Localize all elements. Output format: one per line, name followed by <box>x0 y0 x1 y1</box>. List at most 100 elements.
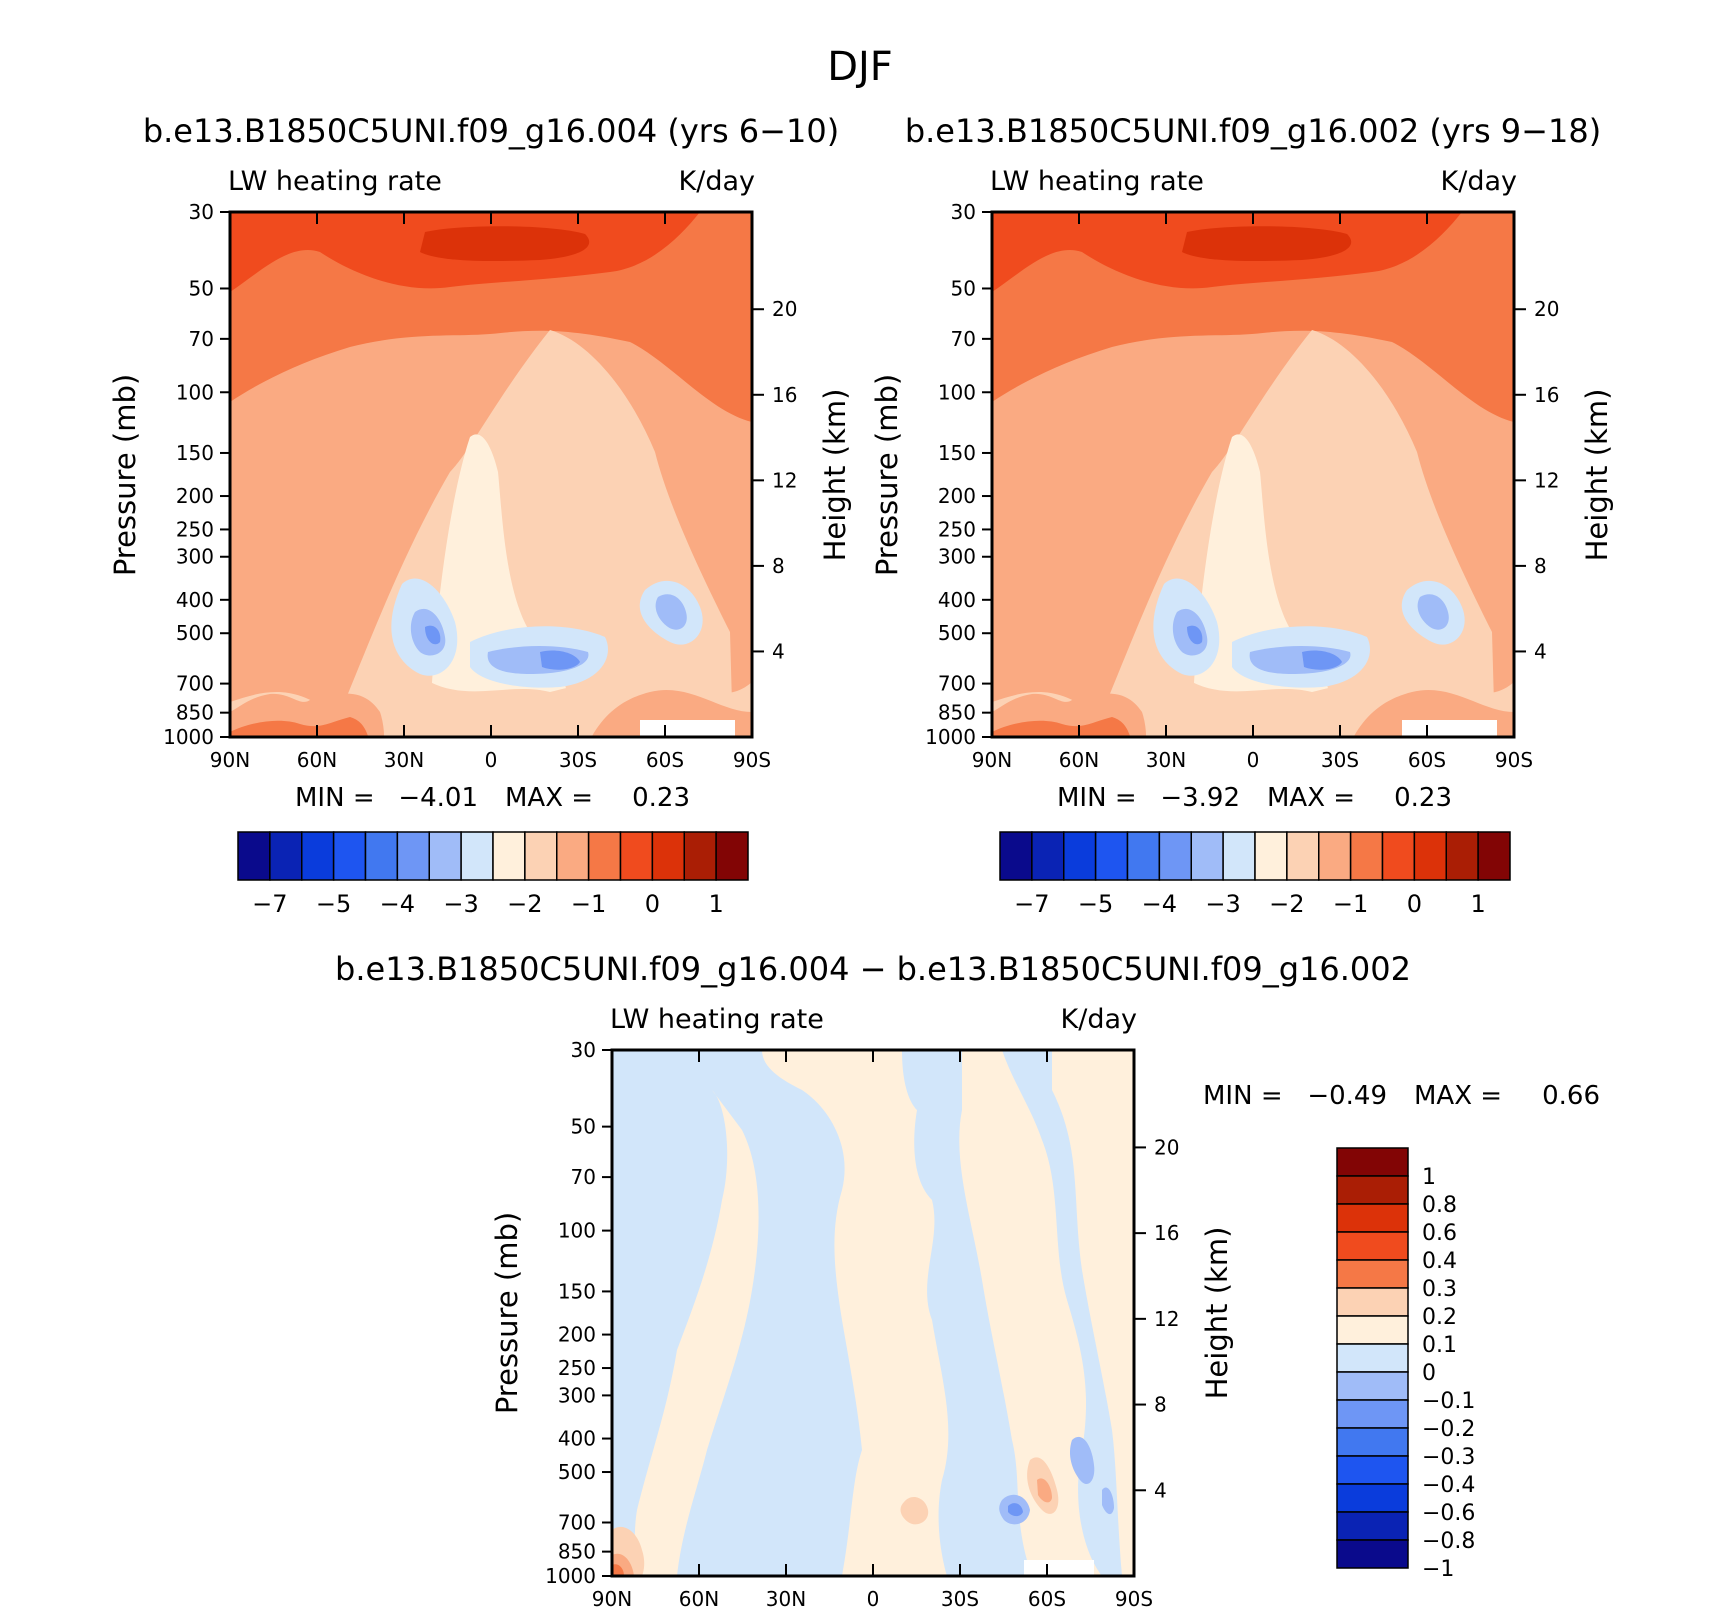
panel-1-y-axis-right: 20 16 12 8 4 <box>752 297 797 663</box>
colorbar-label: −1 <box>1422 1557 1454 1582</box>
colorbar-swatch <box>237 831 271 881</box>
panel-3: b.e13.B1850C5UNI.f09_g16.004 − b.e13.B18… <box>335 950 1600 1611</box>
y-tick-label: 50 <box>951 276 976 300</box>
colorbar-swatch <box>1336 1147 1409 1177</box>
colorbar-swatch <box>1336 1539 1409 1569</box>
panel-1-colorbar: −7 −5 −4 −3 −2 −1 0 1 <box>237 831 749 918</box>
panel-3-title: b.e13.B1850C5UNI.f09_g16.004 − b.e13.B18… <box>335 950 1411 988</box>
panel-1-max-label: MAX = <box>505 783 593 813</box>
y-tick-label: 50 <box>189 276 214 300</box>
colorbar-swatch <box>460 831 494 881</box>
panel-3-ylabel: Pressure (mb) <box>490 1212 524 1414</box>
x-tick-label: 60N <box>679 1587 719 1611</box>
colorbar-swatch <box>587 831 622 881</box>
x-tick-label: 60S <box>646 748 684 772</box>
colorbar-swatch <box>1336 1259 1409 1289</box>
colorbar-swatch <box>1286 831 1320 881</box>
y-right-tick-label: 8 <box>1534 554 1547 578</box>
colorbar-label: −0.2 <box>1422 1417 1475 1442</box>
colorbar-swatch <box>1336 1483 1409 1513</box>
panel-2-y-axis-right: 20 16 12 8 4 <box>1514 297 1559 663</box>
colorbar-label: −0.4 <box>1422 1473 1475 1498</box>
colorbar-label: 0.4 <box>1422 1249 1457 1274</box>
panel-2-title: b.e13.B1850C5UNI.f09_g16.002 (yrs 9−18) <box>905 112 1601 150</box>
colorbar-swatch <box>1336 1287 1409 1317</box>
colorbar-swatch <box>1336 1231 1409 1261</box>
x-tick-label: 60S <box>1408 748 1446 772</box>
x-tick-label: 90N <box>592 1587 632 1611</box>
y-tick-label: 250 <box>558 1356 596 1380</box>
colorbar-swatch <box>1336 1511 1409 1541</box>
colorbar-label: −3 <box>1205 890 1240 918</box>
x-tick-label: 90N <box>210 748 250 772</box>
colorbar-label: −0.6 <box>1422 1501 1475 1526</box>
panel-1-min-label: MIN = <box>295 783 375 813</box>
x-tick-label: 60S <box>1028 1587 1066 1611</box>
x-tick-label: 30S <box>1321 748 1359 772</box>
colorbar-swatch <box>683 831 717 881</box>
colorbar-swatch <box>1031 831 1065 881</box>
panel-1-max-value: 0.23 <box>632 783 690 813</box>
y-right-tick-label: 12 <box>1534 468 1559 492</box>
panel-2-x-axis: 90N 60N 30N 0 30S 60S 90S <box>972 212 1533 772</box>
y-tick-label: 70 <box>571 1165 596 1189</box>
y-right-tick-label: 20 <box>772 297 797 321</box>
panel-2-max-label: MAX = <box>1267 783 1355 813</box>
colorbar-label: 0.2 <box>1422 1305 1457 1330</box>
panel-2-colorbar: −7 −5 −4 −3 −2 −1 0 1 <box>999 831 1511 918</box>
colorbar-swatch <box>1336 1371 1409 1401</box>
panel-2-min-value: −3.92 <box>1160 783 1240 813</box>
y-right-tick-label: 4 <box>1534 639 1547 663</box>
y-right-tick-label: 20 <box>1534 297 1559 321</box>
colorbar-swatch <box>1445 831 1479 881</box>
panel-1-subtitle-right: K/day <box>679 166 755 197</box>
y-tick-label: 200 <box>938 484 976 508</box>
x-tick-label: 30N <box>384 748 424 772</box>
colorbar-swatch <box>364 831 399 881</box>
x-tick-label: 0 <box>867 1587 880 1611</box>
x-tick-label: 30N <box>1146 748 1186 772</box>
y-tick-label: 250 <box>938 517 976 541</box>
y-tick-label: 50 <box>571 1115 596 1139</box>
panel-2-subtitle-right: K/day <box>1441 166 1517 197</box>
y-tick-label: 400 <box>938 588 976 612</box>
y-tick-label: 250 <box>176 517 214 541</box>
colorbar-label: 0.3 <box>1422 1277 1457 1302</box>
x-tick-label: 90S <box>1495 748 1533 772</box>
x-tick-label: 0 <box>485 748 498 772</box>
panel-3-max-label: MAX = <box>1414 1081 1502 1111</box>
colorbar-swatch <box>1349 831 1384 881</box>
panel-2-subtitle-left: LW heating rate <box>990 166 1204 197</box>
y-right-tick-label: 12 <box>772 468 797 492</box>
x-tick-label: 90S <box>1115 1587 1153 1611</box>
colorbar-swatch <box>492 831 526 881</box>
colorbar-swatch <box>1126 831 1161 881</box>
colorbar-label: 0.8 <box>1422 1193 1457 1218</box>
colorbar-swatch <box>1381 831 1416 881</box>
y-tick-label: 700 <box>938 672 976 696</box>
colorbar-swatch <box>524 831 558 881</box>
panel-3-subtitle-left: LW heating rate <box>610 1004 824 1035</box>
y-tick-label: 70 <box>189 327 214 351</box>
y-tick-label: 300 <box>176 545 214 569</box>
y-tick-label: 700 <box>558 1510 596 1534</box>
y-right-tick-label: 4 <box>772 639 785 663</box>
y-right-tick-label: 4 <box>1154 1478 1167 1502</box>
y-tick-label: 1000 <box>163 725 214 749</box>
colorbar-swatch <box>999 831 1033 881</box>
y-tick-label: 300 <box>558 1383 596 1407</box>
colorbar-label: 0.6 <box>1422 1221 1457 1246</box>
panel-1-plot-area <box>230 212 752 737</box>
colorbar-swatch <box>1336 1455 1409 1485</box>
y-tick-label: 100 <box>558 1219 596 1243</box>
y-tick-label: 500 <box>176 621 214 645</box>
colorbar-swatch <box>1063 831 1097 881</box>
panel-2-min-label: MIN = <box>1057 783 1137 813</box>
x-tick-label: 30S <box>941 1587 979 1611</box>
colorbar-label: 0.1 <box>1422 1333 1457 1358</box>
colorbar-label: −1 <box>1333 890 1368 918</box>
panel-3-subtitle-right: K/day <box>1061 1004 1137 1035</box>
x-tick-label: 30N <box>766 1587 806 1611</box>
colorbar-swatch <box>715 831 749 881</box>
